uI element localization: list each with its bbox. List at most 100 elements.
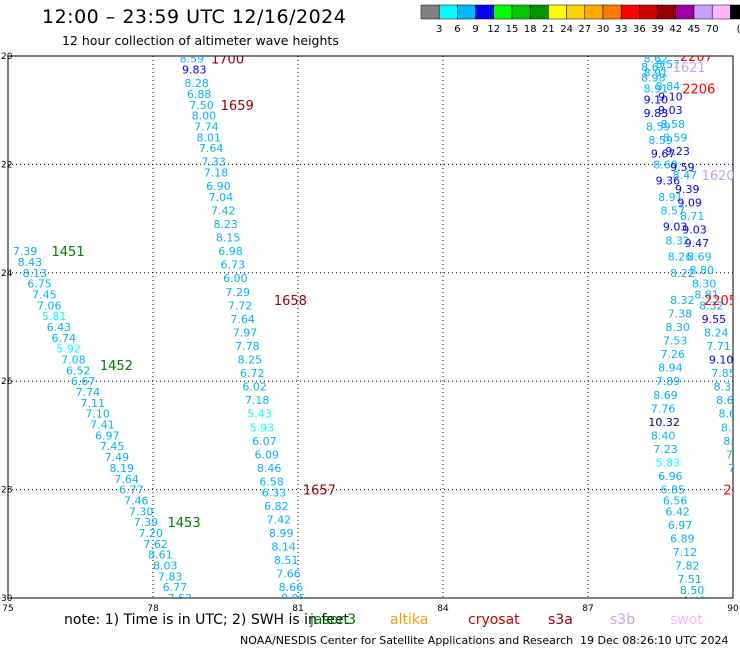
- wave-height-label: 9.59: [670, 161, 695, 174]
- wave-height-label: 9.83: [182, 64, 207, 77]
- wave-height-label: 7.10: [85, 408, 110, 421]
- wave-height-label: 6.02: [242, 381, 267, 394]
- wave-height-label: 7.30: [129, 505, 154, 518]
- scale-label: 36: [633, 24, 646, 35]
- pass-time-label: 2205: [704, 294, 737, 309]
- wave-height-label: 7.20: [139, 527, 164, 540]
- wave-height-label: 8.46: [257, 462, 282, 475]
- wave-height-label: 7.82: [675, 559, 700, 572]
- wave-height-label: 5.93: [250, 421, 275, 434]
- wave-height-label: 8.13: [23, 267, 48, 280]
- wave-height-label: 7.42: [211, 204, 236, 217]
- scale-label: 24: [560, 24, 573, 35]
- wave-height-label: 7.23: [653, 443, 678, 456]
- scale-label: 70: [706, 24, 719, 35]
- footer-credit: NOAA/NESDIS Center for Satellite Applica…: [240, 634, 574, 647]
- wave-height-label: 8.7: [723, 435, 740, 448]
- scale-label: 45: [688, 24, 701, 35]
- wave-height-label: 6.00: [223, 272, 248, 285]
- wave-height-label: 7.76: [651, 402, 676, 415]
- wave-height-label: 8.30: [692, 278, 717, 291]
- pass-time-label: 1657: [303, 484, 336, 499]
- wave-height-label: 8.51: [274, 554, 299, 567]
- wave-height-label: 8.19: [110, 462, 135, 475]
- x-tick-label: 81: [292, 604, 303, 614]
- wave-height-label: 8.50: [680, 584, 705, 597]
- pass-time-label: 22: [723, 484, 740, 499]
- satellite-s3b: s3b: [610, 612, 636, 628]
- pass-time-label: 1658: [274, 294, 307, 309]
- scale-label: 6: [454, 24, 460, 35]
- footer-timestamp: 19 Dec 08:26:10 UTC 2024: [580, 634, 729, 647]
- wave-height-label: 8.67: [641, 61, 666, 74]
- wave-height-label: 7.74: [194, 120, 219, 133]
- wave-height-label: 7.39: [134, 516, 159, 529]
- wave-height-label: 6.96: [658, 470, 683, 483]
- scale-label: 33: [615, 24, 628, 35]
- wave-height-label: 8.66: [279, 581, 304, 594]
- wave-height-label: 9.03: [663, 221, 688, 234]
- wave-height-label: 8.71: [680, 210, 705, 223]
- scale-label: 39: [651, 24, 664, 35]
- wave-height-label: 10.32: [648, 416, 680, 429]
- wave-height-label: 5.43: [247, 408, 272, 421]
- wave-height-label: 5.92: [56, 343, 80, 356]
- wave-height-label: 8.01: [197, 131, 222, 144]
- wave-height-label: 8.43: [18, 256, 42, 269]
- wave-height-label: 8.47: [673, 169, 698, 182]
- wave-height-label: 9.67: [651, 148, 676, 161]
- scale-label: 21: [542, 24, 555, 35]
- pass-time-label: 1620: [702, 169, 735, 184]
- wave-height-label: 7.89: [656, 375, 681, 388]
- wave-height-label: 7.45: [32, 288, 57, 301]
- wave-height-label: 6.97: [95, 429, 120, 442]
- wave-height-label: 8.91: [658, 191, 683, 204]
- wave-height-label: 8.03: [153, 559, 178, 572]
- wave-height-label: 8.57: [661, 204, 686, 217]
- wave-height-label: 9.36: [656, 175, 681, 188]
- satellite-swot: swot: [670, 612, 703, 628]
- wave-height-label: 7.18: [245, 394, 269, 407]
- wave-height-label: 7.53: [663, 335, 688, 348]
- wave-height-label: 6.43: [47, 321, 72, 334]
- wave-height-label: 6.67: [71, 375, 96, 388]
- wave-height-label: 6.90: [206, 180, 231, 193]
- x-tick-label: 75: [2, 604, 13, 614]
- scale-label: 9: [472, 24, 478, 35]
- wave-height-label: 9.39: [675, 183, 700, 196]
- wave-height-label: 7.97: [233, 326, 258, 339]
- wave-height-label: 7.78: [235, 340, 260, 353]
- wave-height-label: 8.61: [148, 549, 173, 562]
- satellite-cryosat: cryosat: [468, 612, 520, 628]
- pass-time-label: 1453: [168, 516, 201, 531]
- satellite-jason3: jason3: [310, 612, 357, 628]
- wave-height-label: 8.25: [238, 354, 262, 367]
- wave-height-label: 6.56: [663, 494, 688, 507]
- wave-height-label: 7.39: [13, 245, 38, 258]
- y-tick-label: 28: [1, 486, 13, 496]
- wave-height-label: 8.69: [653, 158, 678, 171]
- wave-height-label: 7.12: [673, 546, 698, 559]
- y-tick-label: 24: [1, 269, 13, 279]
- plot-frame: [7, 55, 734, 599]
- wave-height-label: 6.52: [66, 364, 91, 377]
- pass-time-label: 2207: [680, 50, 713, 65]
- wave-height-label: 7.71: [706, 340, 731, 353]
- wave-height-label: 8.65: [719, 408, 740, 421]
- wave-height-label: 7.53: [168, 592, 193, 605]
- wave-height-label: 8.58: [661, 118, 686, 131]
- x-tick-label: 87: [582, 604, 593, 614]
- wave-height-label: 8.37: [714, 381, 739, 394]
- wave-height-label: 7.72: [228, 299, 253, 312]
- wave-height-label: 7.64: [199, 142, 224, 155]
- wave-height-label: 7.06: [37, 299, 62, 312]
- wave-height-label: 8.28: [184, 77, 209, 90]
- wave-height-label: 7.26: [661, 348, 686, 361]
- wave-height-label: 6.98: [218, 245, 243, 258]
- wave-height-label: 8.59: [180, 53, 205, 66]
- wave-height-label: 8.60: [716, 394, 740, 407]
- wave-height-label: 8.23: [213, 218, 238, 231]
- pass-time-label: 2206: [682, 83, 715, 98]
